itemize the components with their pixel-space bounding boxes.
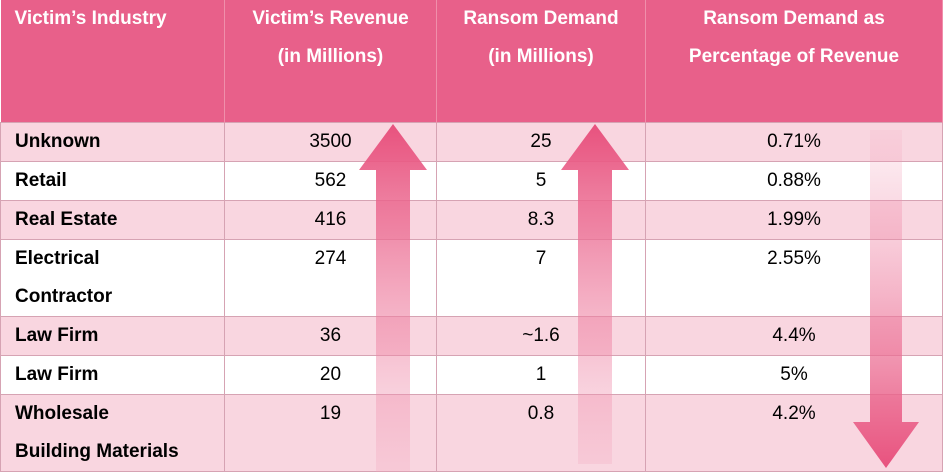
revenue-cell: 416 — [224, 199, 437, 240]
header-row: Victim’s Industry Victim’s Revenue (in M… — [0, 0, 943, 122]
revenue-cell: 274 — [224, 238, 437, 317]
table-row: Electrical Contractor 274 7 2.55% — [0, 238, 943, 317]
percent-cell: 5% — [645, 354, 943, 395]
revenue-cell: 19 — [224, 393, 437, 472]
industry-cell: Law Firm — [0, 315, 225, 356]
percent-cell: 0.71% — [645, 121, 943, 162]
revenue-cell: 20 — [224, 354, 437, 395]
percent-cell: 4.4% — [645, 315, 943, 356]
industry-cell: Electrical Contractor — [0, 238, 225, 317]
table-row: Wholesale Building Materials 19 0.8 4.2% — [0, 393, 943, 472]
demand-cell: 8.3 — [436, 199, 646, 240]
demand-cell: 7 — [436, 238, 646, 317]
header-percent-of-revenue: Ransom Demand as Percentage of Revenue — [645, 0, 943, 122]
header-ransom-demand: Ransom Demand (in Millions) — [436, 0, 646, 122]
percent-cell: 0.88% — [645, 160, 943, 201]
revenue-cell: 3500 — [224, 121, 437, 162]
percent-cell: 1.99% — [645, 199, 943, 240]
industry-cell: Law Firm — [0, 354, 225, 395]
table-row: Retail 562 5 0.88% — [0, 160, 943, 201]
industry-cell: Retail — [0, 160, 225, 201]
table-row: Law Firm 20 1 5% — [0, 354, 943, 395]
industry-cell: Wholesale Building Materials — [0, 393, 225, 472]
demand-cell: 0.8 — [436, 393, 646, 472]
demand-cell: 25 — [436, 121, 646, 162]
percent-cell: 2.55% — [645, 238, 943, 317]
table-row: Real Estate 416 8.3 1.99% — [0, 199, 943, 240]
revenue-cell: 36 — [224, 315, 437, 356]
demand-cell: 5 — [436, 160, 646, 201]
demand-cell: ~1.6 — [436, 315, 646, 356]
industry-cell: Unknown — [0, 121, 225, 162]
industry-cell: Real Estate — [0, 199, 225, 240]
demand-cell: 1 — [436, 354, 646, 395]
table-row: Unknown 3500 25 0.71% — [0, 121, 943, 162]
header-industry: Victim’s Industry — [0, 0, 225, 122]
header-revenue: Victim’s Revenue (in Millions) — [224, 0, 437, 122]
table-row: Law Firm 36 ~1.6 4.4% — [0, 315, 943, 356]
revenue-cell: 562 — [224, 160, 437, 201]
percent-cell: 4.2% — [645, 393, 943, 472]
